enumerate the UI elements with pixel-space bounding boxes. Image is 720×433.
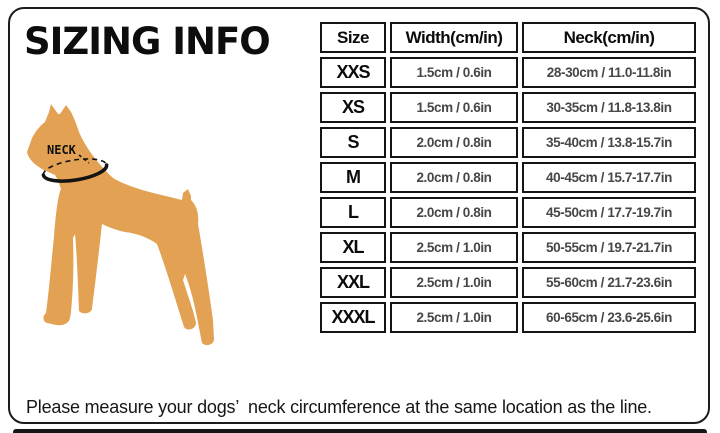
width-value: 2.0cm / 0.8in (390, 162, 518, 193)
table-row: L 2.0cm / 0.8in 45-50cm / 17.7-19.7in (320, 197, 696, 228)
collar-back-dashed-arc (42, 158, 108, 176)
collar-measure-line (41, 158, 109, 183)
neck-label: NECK (47, 143, 77, 157)
size-label: XXS (320, 57, 386, 88)
width-value: 1.5cm / 0.6in (390, 92, 518, 123)
neck-value: 60-65cm / 23.6-25.6in (522, 302, 696, 333)
size-label: L (320, 197, 386, 228)
dog-body-shape (27, 104, 214, 346)
header-size: Size (320, 22, 386, 53)
neck-pointer-dash (78, 154, 90, 164)
width-value: 2.0cm / 0.8in (390, 197, 518, 228)
measure-instruction-text: Please measure your dogs’ neck circumfer… (26, 397, 652, 417)
neck-value: 45-50cm / 17.7-19.7in (522, 197, 696, 228)
size-label: M (320, 162, 386, 193)
header-neck: Neck(cm/in) (522, 22, 696, 53)
table-row: XXXL 2.5cm / 1.0in 60-65cm / 23.6-25.6in (320, 302, 696, 333)
width-value: 2.5cm / 1.0in (390, 232, 518, 263)
width-value: 1.5cm / 0.6in (390, 57, 518, 88)
table-row: M 2.0cm / 0.8in 40-45cm / 15.7-17.7in (320, 162, 696, 193)
width-value: 2.5cm / 1.0in (390, 302, 518, 333)
sizing-table: Size Width(cm/in) Neck(cm/in) XXS 1.5cm … (316, 18, 700, 337)
table-row: XXL 2.5cm / 1.0in 55-60cm / 21.7-23.6in (320, 267, 696, 298)
neck-value: 50-55cm / 19.7-21.7in (522, 232, 696, 263)
neck-value: 30-35cm / 11.8-13.8in (522, 92, 696, 123)
page-title: SIZING INFO (24, 20, 271, 63)
collar-front-solid-arc (41, 163, 109, 183)
neck-value: 55-60cm / 21.7-23.6in (522, 267, 696, 298)
table-row: S 2.0cm / 0.8in 35-40cm / 13.8-15.7in (320, 127, 696, 158)
table-row: XS 1.5cm / 0.6in 30-35cm / 11.8-13.8in (320, 92, 696, 123)
dog-illustration: NECK (18, 96, 228, 356)
neck-value: 40-45cm / 15.7-17.7in (522, 162, 696, 193)
dog-silhouette-svg: NECK (27, 104, 214, 346)
table-header-row: Size Width(cm/in) Neck(cm/in) (320, 22, 696, 53)
table-row: XXS 1.5cm / 0.6in 28-30cm / 11.0-11.8in (320, 57, 696, 88)
neck-value: 28-30cm / 11.0-11.8in (522, 57, 696, 88)
size-label: XS (320, 92, 386, 123)
size-label: XL (320, 232, 386, 263)
width-value: 2.0cm / 0.8in (390, 127, 518, 158)
size-label: XXL (320, 267, 386, 298)
table-row: XL 2.5cm / 1.0in 50-55cm / 19.7-21.7in (320, 232, 696, 263)
next-section-top-edge (13, 429, 707, 433)
neck-value: 35-40cm / 13.8-15.7in (522, 127, 696, 158)
width-value: 2.5cm / 1.0in (390, 267, 518, 298)
size-label: XXXL (320, 302, 386, 333)
header-width: Width(cm/in) (390, 22, 518, 53)
size-label: S (320, 127, 386, 158)
